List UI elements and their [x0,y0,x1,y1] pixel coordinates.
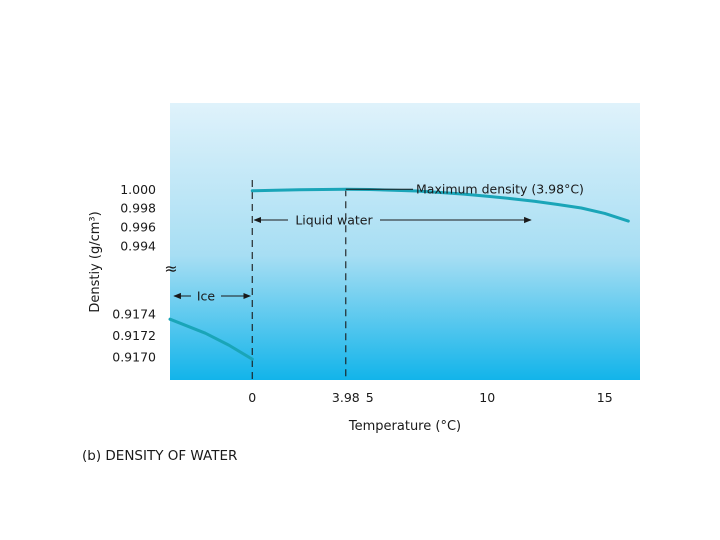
x-tick-label: 15 [597,390,613,405]
liquid-density-curve [250,187,630,223]
x-axis-title: Temperature (°C) [348,419,461,434]
y-tick-label: 0.994 [120,238,156,253]
y-tick-label: 0.9174 [112,306,156,321]
max-density-label: Maximum density (3.98°C) [416,181,584,196]
y-tick-label: 0.9172 [112,328,156,343]
y-axis-break-label: ≈ [164,259,177,278]
x-tick-label: 3.98 [332,390,360,405]
figure-caption: (b) DENSITY OF WATER [82,448,237,464]
y-axis-title: Denstiy (g/cm³) [88,211,103,312]
x-tick-label: 5 [366,390,374,405]
y-tick-label: 1.000 [120,182,156,197]
ice-density-curve [168,317,254,361]
x-tick-label: 0 [248,390,256,405]
y-tick-label: 0.998 [120,201,156,216]
ice-label: Ice [197,289,216,304]
plot-panel [170,103,640,380]
liquid-water-label: Liquid water [295,213,373,228]
y-tick-label: 0.9170 [112,350,156,365]
x-tick-label: 10 [479,390,495,405]
y-tick-label: 0.996 [120,219,156,234]
